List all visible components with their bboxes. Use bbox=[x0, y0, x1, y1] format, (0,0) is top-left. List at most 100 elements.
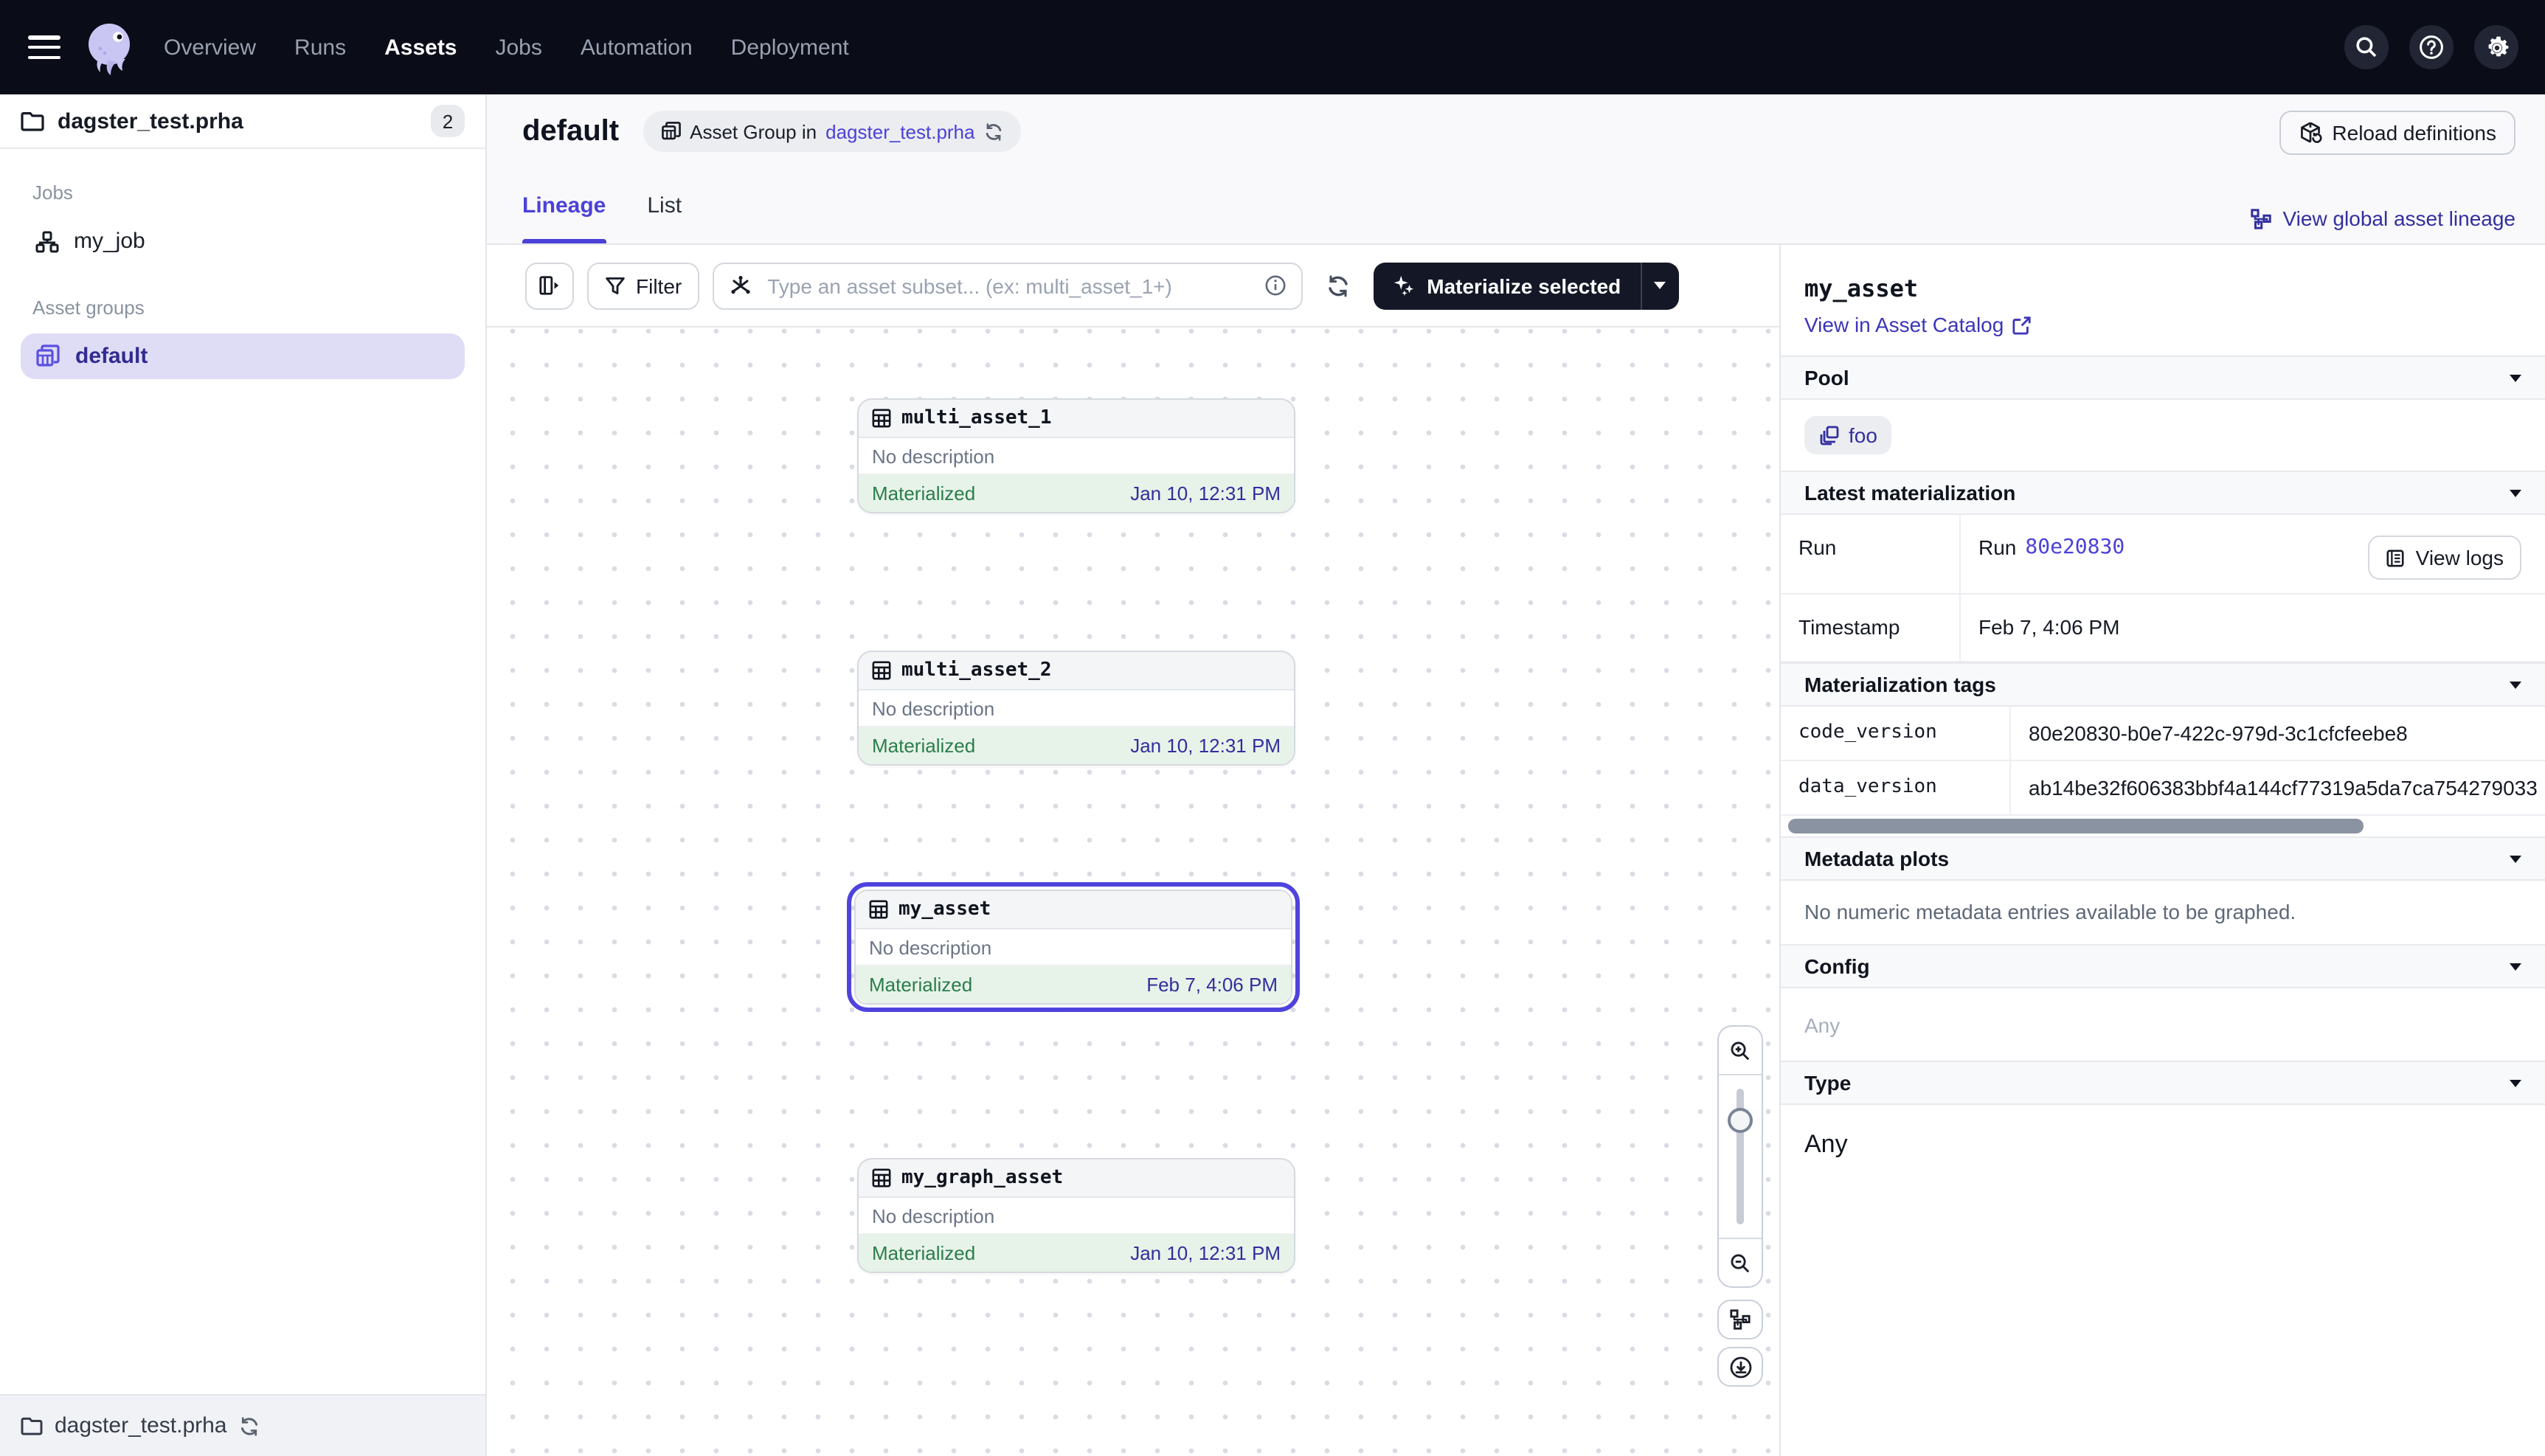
chevron-down-icon bbox=[2510, 374, 2521, 381]
rearrange-graph-button[interactable] bbox=[1717, 1300, 1763, 1339]
asset-node-timestamp[interactable]: Jan 10, 12:31 PM bbox=[1130, 482, 1281, 505]
filter-icon bbox=[605, 275, 626, 296]
materialize-selected-button[interactable]: Materialize selected bbox=[1374, 262, 1640, 309]
job-name: my_job bbox=[74, 229, 145, 254]
materialize-dropdown-button[interactable] bbox=[1640, 262, 1678, 309]
detail-asset-name: my_asset bbox=[1804, 274, 1919, 302]
horizontal-scrollbar-thumb[interactable] bbox=[1788, 819, 2364, 833]
tab-list[interactable]: List bbox=[647, 193, 682, 218]
chevron-down-icon bbox=[2510, 1079, 2521, 1086]
zoom-in-button[interactable] bbox=[1719, 1027, 1762, 1075]
view-in-asset-catalog-link[interactable]: View in Asset Catalog bbox=[1804, 313, 2032, 336]
page-title: default bbox=[522, 114, 620, 147]
type-section-label: Type bbox=[1804, 1071, 1852, 1095]
config-section-label: Config bbox=[1804, 954, 1870, 978]
help-button[interactable] bbox=[2409, 25, 2454, 69]
asset-node-name: my_graph_asset bbox=[901, 1167, 1064, 1189]
tag-row-code-version: code_version 80e20830-b0e7-422c-979d-3c1… bbox=[1781, 707, 2545, 761]
materialize-selected-label: Materialize selected bbox=[1427, 274, 1621, 297]
zoom-slider-thumb[interactable] bbox=[1728, 1108, 1753, 1133]
refresh-graph-button[interactable] bbox=[1316, 262, 1360, 309]
tab-lineage[interactable]: Lineage bbox=[522, 193, 606, 243]
info-icon[interactable] bbox=[1264, 274, 1287, 297]
sidebar-item-my-job[interactable]: my_job bbox=[21, 218, 465, 264]
context-repo-link[interactable]: dagster_test.prha bbox=[825, 120, 975, 142]
nav-item-assets[interactable]: Assets bbox=[384, 35, 457, 60]
nav-item-jobs[interactable]: Jobs bbox=[495, 35, 542, 60]
refresh-icon[interactable] bbox=[984, 122, 1003, 141]
sidebar-item-group-default[interactable]: default bbox=[21, 333, 465, 379]
nav-item-deployment[interactable]: Deployment bbox=[730, 35, 849, 60]
reload-definitions-button[interactable]: Reload definitions bbox=[2279, 111, 2515, 155]
job-icon bbox=[35, 229, 59, 253]
repo-row[interactable]: dagster_test.prha 2 bbox=[0, 94, 485, 149]
asset-node-timestamp[interactable]: Jan 10, 12:31 PM bbox=[1130, 735, 1281, 757]
asset-node-description: No description bbox=[859, 438, 1294, 475]
section-config[interactable]: Config bbox=[1781, 944, 2545, 988]
tag-value: ab14be32f606383bbf4a144cf77319a5da7ca754… bbox=[2029, 776, 2538, 800]
section-metadata-plots[interactable]: Metadata plots bbox=[1781, 836, 2545, 881]
metadata-empty-message: No numeric metadata entries available to… bbox=[1804, 900, 2296, 923]
zoom-slider[interactable] bbox=[1719, 1075, 1762, 1238]
asset-node-name: my_asset bbox=[898, 898, 991, 921]
view-global-asset-lineage-label: View global asset lineage bbox=[2282, 207, 2516, 230]
dagster-logo[interactable] bbox=[78, 16, 140, 78]
refresh-icon[interactable] bbox=[239, 1415, 260, 1436]
filter-button[interactable]: Filter bbox=[587, 262, 700, 309]
asset-node-my-graph-asset[interactable]: my_graph_asset No description Materializ… bbox=[857, 1158, 1295, 1273]
top-nav: Overview Runs Assets Jobs Automation Dep… bbox=[0, 0, 2545, 94]
view-global-asset-lineage-link[interactable]: View global asset lineage bbox=[2251, 207, 2516, 230]
op-selection-icon bbox=[729, 274, 752, 297]
run-prefix: Run bbox=[1978, 535, 2017, 559]
section-latest-materialization[interactable]: Latest materialization bbox=[1781, 471, 2545, 515]
asset-group-context-pill: Asset Group in dagster_test.prha bbox=[643, 111, 1021, 152]
section-pool[interactable]: Pool bbox=[1781, 356, 2545, 400]
asset-node-status: Materialized bbox=[872, 1242, 976, 1264]
nav-item-overview[interactable]: Overview bbox=[164, 35, 257, 60]
group-name: default bbox=[75, 344, 148, 369]
asset-groups-section-label: Asset groups bbox=[32, 297, 145, 319]
tag-key: data_version bbox=[1781, 761, 2011, 814]
search-button[interactable] bbox=[2344, 25, 2389, 69]
section-type[interactable]: Type bbox=[1781, 1061, 2545, 1105]
asset-node-multi-asset-2[interactable]: multi_asset_2 No description Materialize… bbox=[857, 651, 1295, 766]
nav-item-automation[interactable]: Automation bbox=[580, 35, 693, 60]
asset-subset-searchbox bbox=[713, 262, 1303, 309]
repo-name: dagster_test.prha bbox=[58, 108, 243, 134]
lineage-toolbar: Filter bbox=[487, 245, 1779, 327]
asset-node-description: No description bbox=[856, 929, 1291, 966]
zoom-out-button[interactable] bbox=[1719, 1238, 1762, 1286]
chevron-down-icon bbox=[2510, 855, 2521, 862]
section-materialization-tags[interactable]: Materialization tags bbox=[1781, 662, 2545, 707]
materialization-tags-section-label: Materialization tags bbox=[1804, 673, 1996, 696]
view-logs-button[interactable]: View logs bbox=[2368, 535, 2521, 580]
lineage-canvas[interactable]: multi_asset_1 No description Materialize… bbox=[487, 327, 1779, 1455]
chevron-down-icon bbox=[2510, 489, 2521, 496]
graph-layout-icon bbox=[1729, 1308, 1751, 1331]
hamburger-menu-icon[interactable] bbox=[28, 35, 60, 59]
asset-subset-input[interactable] bbox=[764, 272, 1253, 299]
selected-asset-node-my-asset[interactable]: my_asset No description Materialized Feb… bbox=[847, 882, 1300, 1012]
jobs-section-label: Jobs bbox=[32, 181, 73, 204]
run-id-link[interactable]: 80e20830 bbox=[2025, 535, 2125, 559]
settings-button[interactable] bbox=[2474, 25, 2518, 69]
download-image-button[interactable] bbox=[1717, 1347, 1763, 1387]
materialize-sparkle-icon bbox=[1393, 274, 1415, 297]
nav-item-runs[interactable]: Runs bbox=[294, 35, 347, 60]
refresh-icon bbox=[1326, 274, 1350, 297]
asset-node-multi-asset-1[interactable]: multi_asset_1 No description Materialize… bbox=[857, 398, 1295, 513]
asset-node-status: Materialized bbox=[872, 482, 976, 505]
timestamp-row: Timestamp Feb 7, 4:06 PM bbox=[1781, 594, 2545, 662]
tag-key: code_version bbox=[1781, 707, 2011, 760]
asset-node-name: multi_asset_1 bbox=[901, 407, 1052, 429]
asset-detail-panel: my_asset View in Asset Catalog Pool bbox=[1779, 245, 2545, 1456]
zoom-in-icon bbox=[1729, 1039, 1751, 1061]
asset-node-timestamp[interactable]: Feb 7, 4:06 PM bbox=[1146, 974, 1278, 996]
asset-table-icon bbox=[872, 409, 891, 428]
zoom-slider-track[interactable] bbox=[1737, 1089, 1744, 1224]
asset-node-description: No description bbox=[859, 1198, 1294, 1235]
collapse-panel-button[interactable] bbox=[525, 262, 574, 309]
pool-tag-foo[interactable]: foo bbox=[1804, 416, 1892, 454]
pool-icon bbox=[1819, 425, 1840, 446]
asset-node-timestamp[interactable]: Jan 10, 12:31 PM bbox=[1130, 1242, 1281, 1264]
